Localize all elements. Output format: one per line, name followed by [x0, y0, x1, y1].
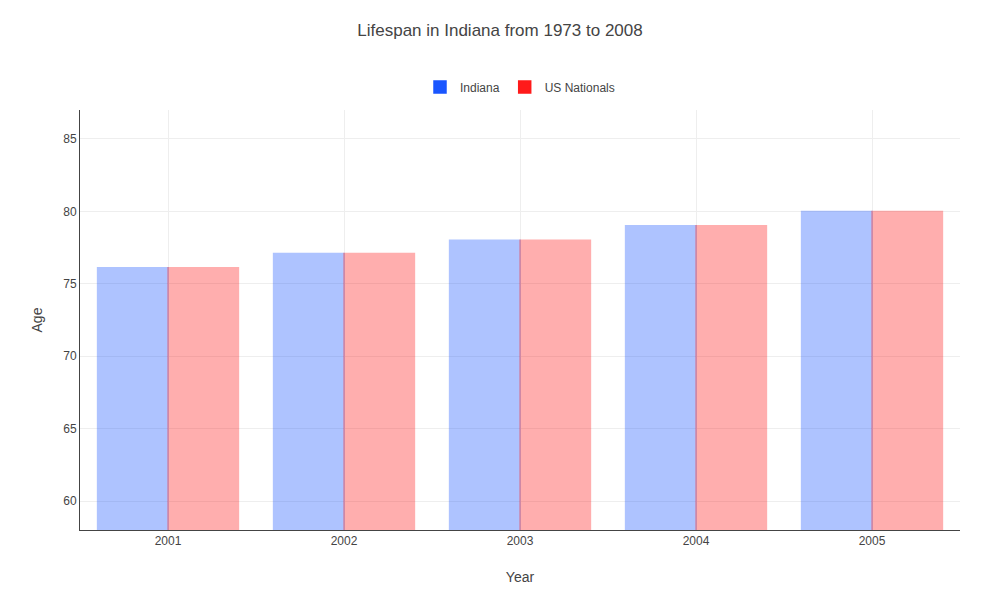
svg-text:85: 85	[63, 132, 77, 146]
svg-text:2005: 2005	[859, 534, 886, 548]
svg-text:US Nationals: US Nationals	[545, 81, 615, 95]
svg-text:2002: 2002	[331, 534, 358, 548]
svg-text:Age: Age	[29, 307, 45, 332]
svg-text:75: 75	[63, 277, 77, 291]
svg-text:Indiana: Indiana	[460, 81, 500, 95]
svg-text:60: 60	[63, 494, 77, 508]
svg-text:2004: 2004	[683, 534, 710, 548]
svg-text:2001: 2001	[155, 534, 182, 548]
svg-text:Year: Year	[506, 569, 535, 585]
svg-text:80: 80	[63, 205, 77, 219]
svg-text:2003: 2003	[507, 534, 534, 548]
svg-text:Lifespan in Indiana from 1973: Lifespan in Indiana from 1973 to 2008	[357, 21, 642, 40]
svg-text:65: 65	[63, 422, 77, 436]
svg-text:70: 70	[63, 349, 77, 363]
